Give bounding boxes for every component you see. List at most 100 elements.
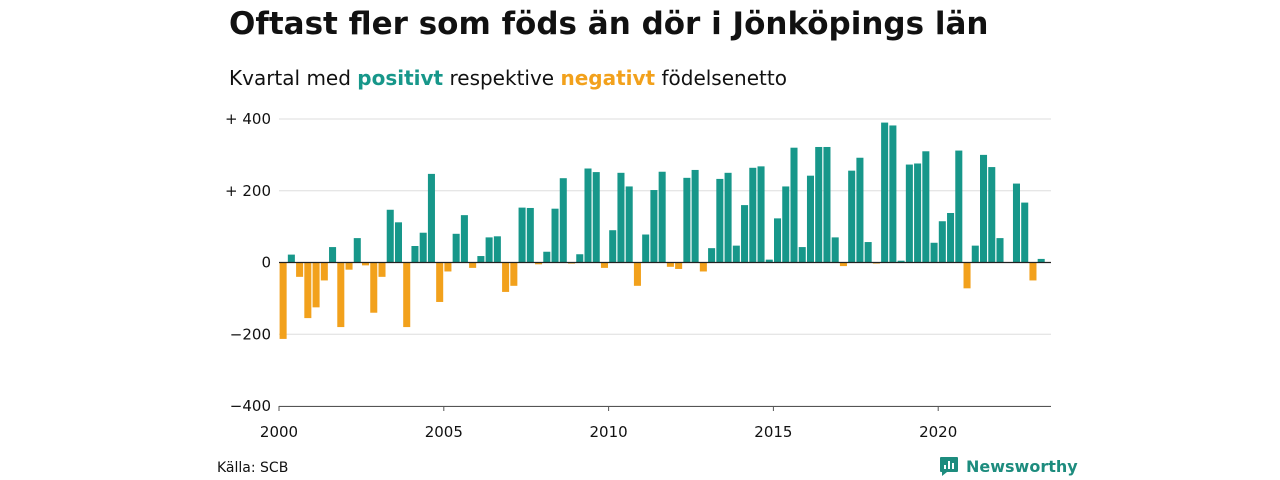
bar [576, 254, 584, 263]
bar [559, 178, 567, 263]
bar [543, 251, 551, 263]
x-tick-label: 2015 [754, 423, 792, 441]
brand: Newsworthy [938, 455, 1078, 477]
bar [980, 154, 988, 263]
bar [1021, 202, 1029, 263]
bar [296, 262, 304, 277]
bar [551, 208, 559, 263]
bar [856, 157, 864, 263]
bar [914, 163, 922, 263]
bar [971, 245, 979, 263]
bar [996, 238, 1004, 263]
bar [304, 262, 312, 319]
bar [617, 172, 625, 263]
bar [320, 262, 328, 281]
bar [691, 169, 699, 263]
bar [881, 122, 889, 263]
bar [353, 238, 361, 263]
x-tick-label: 2010 [590, 423, 628, 441]
bar [724, 172, 732, 263]
bar [633, 262, 641, 286]
bar [897, 260, 905, 263]
bar [452, 233, 460, 263]
bar [839, 262, 847, 267]
bar [609, 230, 617, 263]
bar [526, 207, 534, 263]
bar [592, 172, 600, 263]
bar [658, 171, 666, 263]
bar [757, 166, 765, 263]
bar [938, 221, 946, 263]
x-tick-label: 2020 [919, 423, 957, 441]
y-tick-label: −400 [230, 397, 271, 415]
bar [535, 262, 543, 265]
y-tick-label: + 400 [225, 110, 271, 128]
bar [831, 237, 839, 263]
bar [666, 262, 674, 267]
bar [774, 218, 782, 263]
subtitle-middle: respektive [443, 66, 561, 90]
bar [963, 262, 971, 289]
source-label: Källa: SCB [217, 460, 289, 476]
bar [947, 212, 955, 263]
bar [370, 262, 378, 313]
bar [469, 262, 477, 268]
y-tick-label: −200 [230, 325, 271, 343]
bar [287, 254, 295, 263]
bar [362, 262, 370, 266]
bar [378, 262, 386, 277]
brand-name: Newsworthy [966, 456, 1078, 476]
bar [749, 167, 757, 263]
subtitle-negative-word: negativt [560, 66, 656, 90]
bar [790, 147, 798, 263]
bar [675, 262, 683, 269]
bar [1029, 262, 1037, 281]
bar [403, 262, 411, 328]
bar [806, 175, 814, 263]
bar [955, 150, 963, 263]
subtitle-prefix: Kvartal med [229, 66, 358, 90]
bar [337, 262, 345, 328]
newsworthy-logo-icon [940, 457, 958, 476]
bar [798, 247, 806, 263]
bar [411, 245, 419, 263]
y-tick-label: 0 [261, 254, 271, 272]
bar [502, 262, 510, 292]
bar [510, 262, 518, 286]
bar [988, 167, 996, 263]
bar [312, 262, 320, 308]
bar [1037, 258, 1045, 263]
bar [683, 177, 691, 263]
bar [732, 245, 740, 263]
bar [279, 262, 287, 339]
bar [600, 262, 608, 268]
bar [699, 262, 707, 272]
bar [741, 205, 749, 263]
bar [427, 173, 435, 263]
bar [708, 248, 716, 263]
bar [386, 209, 394, 263]
subtitle-positive-word: positivt [357, 66, 444, 90]
bar [485, 237, 493, 263]
subtitle-suffix: födelsenetto [655, 66, 787, 90]
bar [345, 262, 353, 270]
bar [584, 168, 592, 263]
bar [823, 146, 831, 263]
bar [905, 164, 913, 263]
chart-title: Oftast fler som föds än dör i Jönköpings… [229, 6, 989, 42]
bar [889, 125, 897, 263]
bar [419, 232, 427, 263]
bar [329, 247, 337, 263]
bar [782, 186, 790, 263]
bar [922, 151, 930, 263]
bar [864, 242, 872, 263]
bar [642, 234, 650, 263]
chart-subtitle: Kvartal med positivt respektive negativt… [229, 66, 787, 90]
bar [765, 259, 773, 263]
bar [1012, 183, 1020, 263]
bar [650, 190, 658, 263]
bar [930, 242, 938, 263]
bar [716, 178, 724, 263]
bar [444, 262, 452, 272]
